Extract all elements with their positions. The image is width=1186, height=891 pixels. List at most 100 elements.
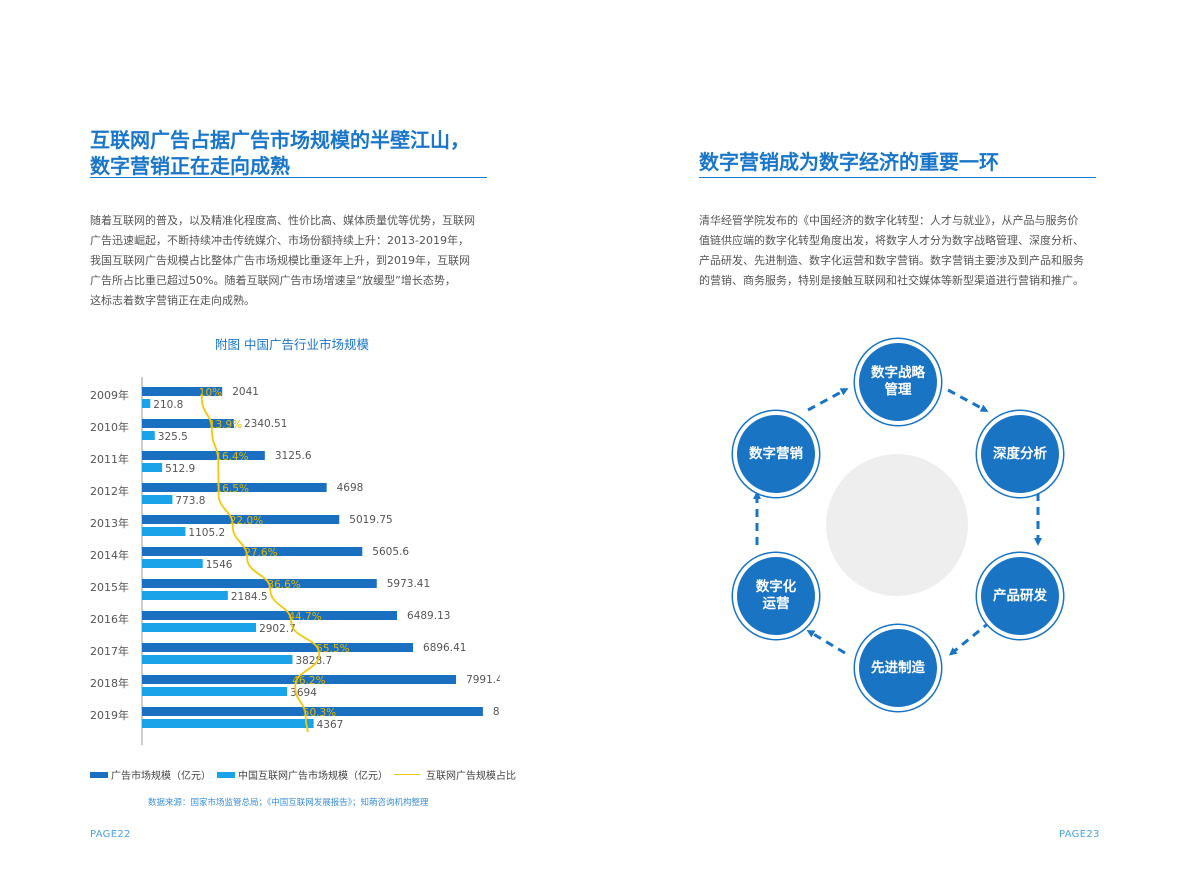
legend-label-ratio: 互联网广告规模占比 <box>426 771 516 782</box>
node-manufacturing-label: 先进制造 <box>871 659 925 676</box>
left-paragraph: 随着互联网的普及，以及精准化程度高、性价比高、媒体质量优等优势，互联网 广告迅速… <box>90 211 490 311</box>
bar-total <box>142 515 340 524</box>
left-title-rule <box>90 177 487 178</box>
node-strategy-line2: 管理 <box>884 382 912 398</box>
left-para-line: 这标志着数字营销正在走向成熟。 <box>90 294 255 307</box>
bar-total-label: 3125.6 <box>275 450 312 462</box>
bar-total-label: 7991.48 <box>466 674 500 686</box>
legend-label-total: 广告市场规模（亿元） <box>111 771 211 782</box>
category-label: 2012年 <box>90 484 129 498</box>
category-label: 2016年 <box>90 612 129 626</box>
bar-total-label: 6489.13 <box>407 610 450 622</box>
legend-item-internet: 中国互联网广告市场规模（亿元） <box>217 767 388 782</box>
bar-internet <box>142 495 173 504</box>
node-strategy: 数字战略 管理 <box>855 339 941 425</box>
left-para-line: 随着互联网的普及，以及精准化程度高、性价比高、媒体质量优等优势，互联网 <box>90 214 475 227</box>
right-para-line: 产品研发、先进制造、数字化运营和数字营销。数字营销主要涉及到产品和服务 <box>699 254 1084 267</box>
bar-total <box>142 579 377 588</box>
left-para-line: 广告所占比重已超过50%。随着互联网广告市场增速呈“放缓型”增长态势， <box>90 274 456 287</box>
category-label: 2017年 <box>90 644 129 658</box>
category-label: 2013年 <box>90 516 129 530</box>
arrow-manufacturing-to-operations <box>806 629 846 655</box>
bar-total <box>142 451 265 460</box>
bar-total <box>142 547 363 556</box>
ratio-label: 27.6% <box>244 547 277 559</box>
node-analysis: 深度分析 <box>977 411 1063 497</box>
legend-swatch-total <box>90 771 108 778</box>
bar-internet <box>142 687 288 696</box>
center-circle <box>826 454 968 596</box>
ratio-label: 16.4% <box>215 451 248 463</box>
page-number-right: PAGE23 <box>1059 829 1100 840</box>
legend-item-total: 广告市场规模（亿元） <box>90 767 211 782</box>
right-para-line: 的营销、商务服务，特别是接触互联网和社交媒体等新型渠道进行营销和推广。 <box>699 274 1084 287</box>
bar-internet <box>142 623 257 632</box>
arrow-strategy-to-analysis <box>947 388 989 412</box>
bar-internet <box>142 559 203 568</box>
right-title-rule <box>699 177 1096 178</box>
node-manufacturing: 先进制造 <box>855 625 941 711</box>
right-paragraph: 清华经管学院发布的《中国经济的数字化转型：人才与就业》，从产品与服务价 值链供应… <box>699 211 1099 291</box>
bar-total <box>142 611 398 620</box>
chart-caption: 附图 中国广告行业市场规模 <box>215 337 369 352</box>
bar-internet <box>142 719 314 728</box>
node-marketing: 数字营销 <box>733 411 819 497</box>
bar-total-label: 2340.51 <box>244 418 287 430</box>
ratio-label: 13.9% <box>209 419 242 431</box>
node-strategy-line1: 数字战略 <box>871 365 925 381</box>
arrow-marketing-to-strategy <box>807 388 849 412</box>
page-number-left: PAGE22 <box>90 829 131 840</box>
bar-total <box>142 387 223 396</box>
category-label: 2010年 <box>90 420 129 434</box>
node-rnd: 产品研发 <box>977 553 1063 639</box>
bar-total-label: 5605.6 <box>372 546 409 558</box>
arrow-rnd-to-manufacturing <box>948 620 991 656</box>
category-label: 2019年 <box>90 708 129 722</box>
bar-internet-label: 210.8 <box>153 399 183 411</box>
bar-total-label: 5019.75 <box>349 514 392 526</box>
node-operations: 数字化 运营 <box>733 553 819 639</box>
node-marketing-label: 数字营销 <box>749 445 803 462</box>
bar-total <box>142 707 483 716</box>
category-label: 2015年 <box>90 580 129 594</box>
bar-internet <box>142 463 163 472</box>
left-title-line1: 互联网广告占据广告市场规模的半壁江山， <box>90 128 470 152</box>
bar-total-label: 4698 <box>337 482 364 494</box>
bar-internet-label: 2902.7 <box>259 623 296 635</box>
bar-total-label: 5973.41 <box>387 578 430 590</box>
category-label: 2014年 <box>90 548 129 562</box>
right-para-line: 值链供应端的数字化转型角度出发，将数字人才分为数字战略管理、深度分析、 <box>699 234 1084 247</box>
category-label: 2018年 <box>90 676 129 690</box>
ratio-label: 44.7% <box>288 611 321 623</box>
legend-label-internet: 中国互联网广告市场规模（亿元） <box>238 771 388 782</box>
bar-internet-label: 1546 <box>206 559 233 571</box>
ad-market-chart: 2009年 2041 210.8 2010年 2340.51 325.5 2011年 3125… <box>90 377 500 745</box>
bar-internet-label: 3828.7 <box>295 655 332 667</box>
bar-internet-label: 1105.2 <box>188 527 225 539</box>
ratio-label: 50.3% <box>303 707 336 719</box>
legend-line-ratio <box>394 774 420 775</box>
category-label: 2011年 <box>90 452 129 466</box>
bar-internet <box>142 431 155 440</box>
bar-total <box>142 483 327 492</box>
bar-internet <box>142 591 228 600</box>
bar-internet <box>142 399 151 408</box>
node-operations-line1: 数字化 <box>755 579 797 595</box>
data-source: 数据来源：国家市场监管总局；《中国互联网发展报告》；知萌咨询机构整理 <box>148 798 429 808</box>
bar-internet-label: 4367 <box>317 719 344 731</box>
node-analysis-label: 深度分析 <box>993 445 1047 462</box>
ratio-label: 36.6% <box>267 579 300 591</box>
bar-total-label: 6896.41 <box>423 642 466 654</box>
bar-internet-label: 325.5 <box>158 431 188 443</box>
legend-swatch-internet <box>217 771 235 778</box>
ratio-label: 46.2% <box>292 675 325 687</box>
left-para-line: 广告迅速崛起，不断持续冲击传统媒介、市场份额持续上升：2013-2019年， <box>90 234 469 247</box>
right-title: 数字营销成为数字经济的重要一环 <box>699 150 999 174</box>
bar-total <box>142 419 234 428</box>
chart-legend: 广告市场规模（亿元） 中国互联网广告市场规模（亿元） 互联网广告规模占比 <box>90 767 522 782</box>
bar-internet <box>142 527 186 536</box>
bar-total <box>142 675 457 684</box>
bar-total <box>142 643 414 652</box>
bar-internet-label: 512.9 <box>165 463 195 475</box>
left-para-line: 我国互联网广告规模占比整体广告市场规模比重逐年上升，到2019年，互联网 <box>90 254 470 267</box>
